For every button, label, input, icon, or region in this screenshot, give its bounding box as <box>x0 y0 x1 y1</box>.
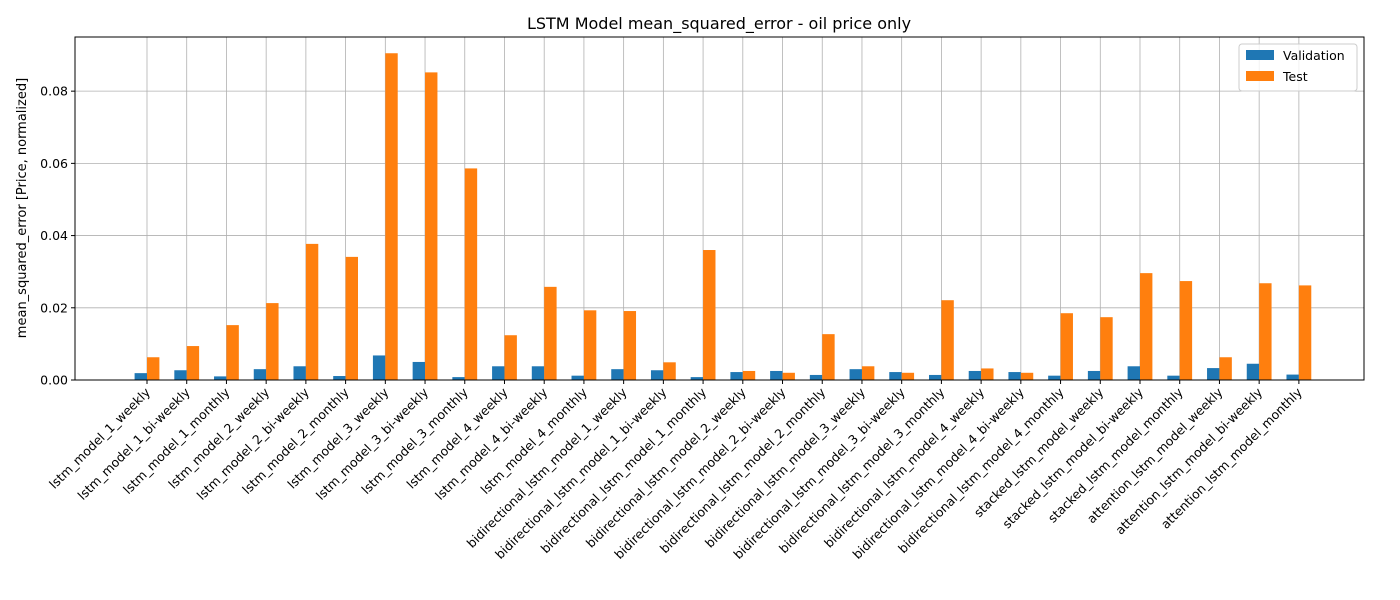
bar-test <box>782 372 795 380</box>
y-tick-label: 0.00 <box>40 373 68 388</box>
y-tick-label: 0.02 <box>40 300 68 315</box>
bar-validation <box>492 366 505 380</box>
bar-test <box>1259 283 1272 380</box>
legend: Validation Test <box>1238 43 1358 92</box>
bar-test <box>504 335 517 380</box>
bars <box>134 53 1312 380</box>
bar-validation <box>412 361 426 380</box>
bar-test <box>1298 285 1312 380</box>
bar-test <box>623 311 637 380</box>
bar-validation <box>1207 368 1220 380</box>
bar-validation <box>1286 374 1299 380</box>
bar-validation <box>253 369 267 380</box>
bar-validation <box>968 370 982 380</box>
bar-validation <box>690 377 704 380</box>
bar-test <box>147 357 160 380</box>
bar-validation <box>730 372 743 380</box>
bar-validation <box>929 374 942 380</box>
bar-test <box>1140 273 1153 380</box>
chart-title: LSTM Model mean_squared_error - oil pric… <box>527 14 911 34</box>
bar-test <box>186 346 200 380</box>
bar-validation <box>1127 366 1140 380</box>
bar-validation <box>849 369 862 380</box>
bar-test <box>464 168 478 380</box>
bar-test <box>425 72 438 380</box>
bar-validation <box>1087 370 1101 380</box>
bar-validation <box>531 366 545 380</box>
bar-validation <box>1246 363 1260 380</box>
bar-validation <box>134 373 147 380</box>
bar-test <box>1219 357 1232 380</box>
bar-validation <box>770 370 783 380</box>
bar-validation <box>1167 375 1180 380</box>
bar-test <box>1060 313 1073 380</box>
bar-test <box>861 366 875 380</box>
bar-test <box>663 362 676 380</box>
bar-test <box>583 310 597 380</box>
legend-swatch-test <box>1246 71 1274 81</box>
bar-validation <box>293 366 306 380</box>
legend-label-validation: Validation <box>1283 48 1345 63</box>
bar-validation <box>889 372 902 380</box>
bar-test <box>981 368 994 380</box>
bar-test <box>822 334 835 380</box>
bar-test <box>266 303 279 380</box>
bar-test <box>385 53 398 380</box>
bar-validation <box>214 376 227 380</box>
y-tick-label: 0.08 <box>40 84 68 99</box>
bar-validation <box>452 377 465 380</box>
bar-test <box>901 372 915 380</box>
y-tick-label: 0.06 <box>40 156 68 171</box>
bar-test <box>1179 281 1193 380</box>
bar-validation <box>650 370 664 380</box>
plot-frame <box>74 36 1365 381</box>
bar-test <box>742 370 756 380</box>
bar-test <box>544 286 557 380</box>
bar-validation <box>372 355 386 380</box>
bar-test <box>305 243 319 380</box>
bar-test <box>703 250 716 380</box>
bar-validation <box>611 369 624 380</box>
bar-test <box>345 256 358 380</box>
bar-validation <box>809 374 823 380</box>
bar-validation <box>571 375 584 380</box>
bar-validation <box>1008 372 1021 380</box>
bar-test <box>1100 317 1113 380</box>
bar-test <box>1020 372 1034 380</box>
legend-label-test: Test <box>1282 69 1308 84</box>
bar-validation <box>1048 375 1061 380</box>
bar-test <box>226 325 239 380</box>
bar-test <box>941 300 954 380</box>
y-axis-label: mean_squared_error [Price, normalized] <box>15 78 30 338</box>
legend-swatch-validation <box>1246 50 1274 60</box>
y-tick-label: 0.04 <box>40 228 68 243</box>
bar-validation <box>174 370 187 380</box>
bar-validation <box>333 376 346 380</box>
